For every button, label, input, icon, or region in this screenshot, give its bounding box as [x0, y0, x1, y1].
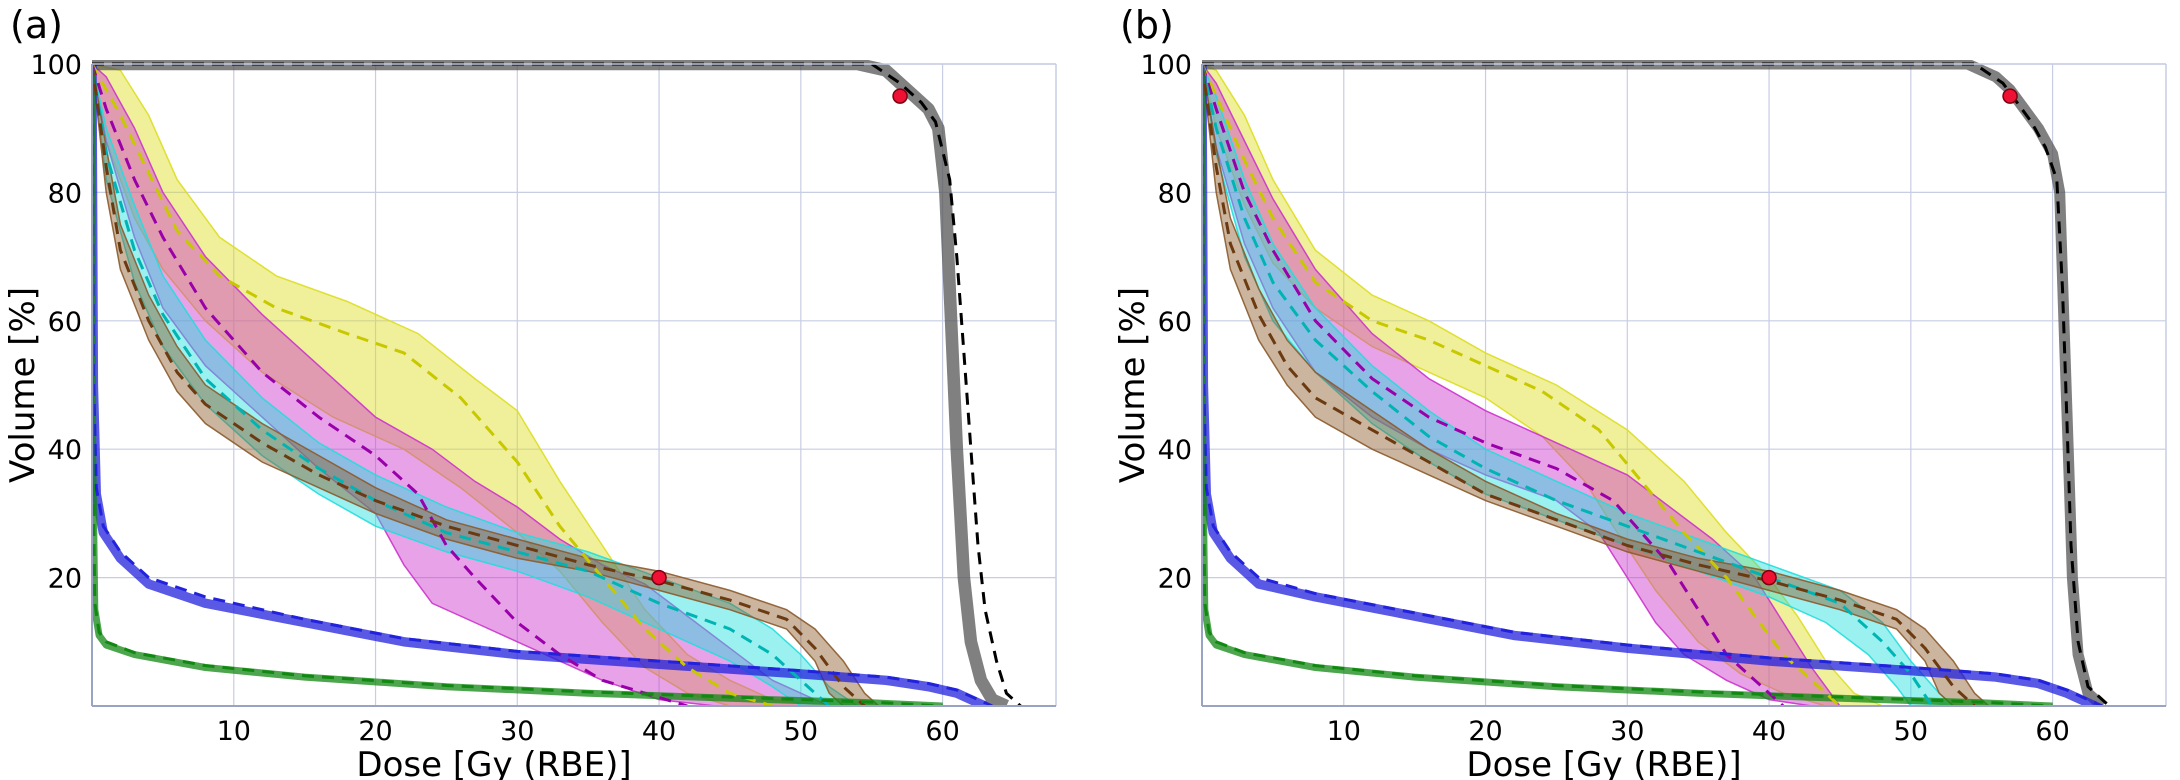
series-layer — [92, 60, 1022, 706]
y-tick-label: 100 — [1140, 50, 1192, 81]
y-tick-label: 20 — [1158, 564, 1192, 595]
green-dashed-line — [92, 63, 943, 706]
magenta-band — [92, 62, 830, 706]
y-axis-title: Volume [%] — [3, 287, 43, 483]
series-layer — [1202, 60, 2111, 706]
y-tick-label: 40 — [1158, 435, 1192, 466]
target-dashed-line — [1202, 62, 2111, 706]
blue-band — [1202, 63, 2098, 706]
green-dashed-line — [1202, 63, 2053, 706]
plot-area — [92, 64, 1056, 706]
brown-dashed-line — [92, 63, 866, 706]
x-axis-title: Dose [Gy (RBE)] — [356, 745, 631, 780]
yellow-dashed-line — [1202, 63, 1841, 706]
panel-label: (b) — [1120, 3, 1174, 47]
x-tick-label: 60 — [2035, 716, 2069, 747]
constraint-marker — [2002, 88, 2018, 104]
y-tick-label: 20 — [48, 564, 82, 595]
panel-label: (a) — [10, 3, 63, 47]
cyan-band — [92, 63, 859, 706]
target-band — [92, 60, 1009, 706]
brown-dashed-line — [1202, 63, 1976, 706]
magenta-dashed-line — [1202, 63, 1785, 706]
y-axis-title: Volume [%] — [1113, 287, 1153, 483]
x-axis-title: Dose [Gy (RBE)] — [1466, 745, 1741, 780]
cyan-dashed-line — [92, 63, 831, 706]
target-dashed-line — [92, 62, 1022, 706]
yellow-dashed-line — [92, 63, 773, 706]
blue-dashed-line — [1202, 63, 2103, 706]
yellow-band — [1202, 63, 1883, 706]
x-tick-label: 20 — [358, 716, 392, 747]
y-tick-label: 60 — [1158, 307, 1192, 338]
brown-band — [92, 63, 880, 706]
y-tick-label: 60 — [48, 307, 82, 338]
x-tick-label: 10 — [1327, 716, 1361, 747]
panel-a: 10 20 30 40 50 60 20 40 60 80 100 Dose [Gy (RBE)] Vo… — [3, 3, 1057, 780]
x-tick-label: 20 — [1468, 716, 1502, 747]
y-tick-label: 100 — [30, 50, 82, 81]
brown-band — [1202, 63, 1990, 706]
blue-band — [92, 63, 988, 706]
x-tick-label: 50 — [784, 716, 818, 747]
y-tick-label: 80 — [1158, 178, 1192, 209]
y-tick-label: 40 — [48, 435, 82, 466]
cyan-dashed-line — [1202, 63, 1934, 706]
x-tick-label: 30 — [1610, 716, 1644, 747]
panel-b: 10 20 30 40 50 60 20 40 60 80 100 Dose [Gy (RBE)] Vo… — [1113, 3, 2167, 780]
constraint-marker — [1761, 569, 1777, 586]
magenta-dashed-line — [92, 63, 688, 706]
x-tick-label: 40 — [1752, 716, 1786, 747]
x-tick-label: 60 — [925, 716, 959, 747]
y-tick-label: 80 — [48, 178, 82, 209]
x-tick-label: 10 — [217, 716, 251, 747]
cyan-band — [1202, 63, 1955, 706]
x-tick-label: 30 — [500, 716, 534, 747]
plot-area — [1202, 64, 2166, 706]
x-tick-label: 40 — [642, 716, 676, 747]
constraint-marker — [651, 569, 667, 586]
constraint-marker — [892, 88, 908, 104]
x-tick-label: 50 — [1894, 716, 1928, 747]
blue-dashed-line — [92, 63, 993, 706]
